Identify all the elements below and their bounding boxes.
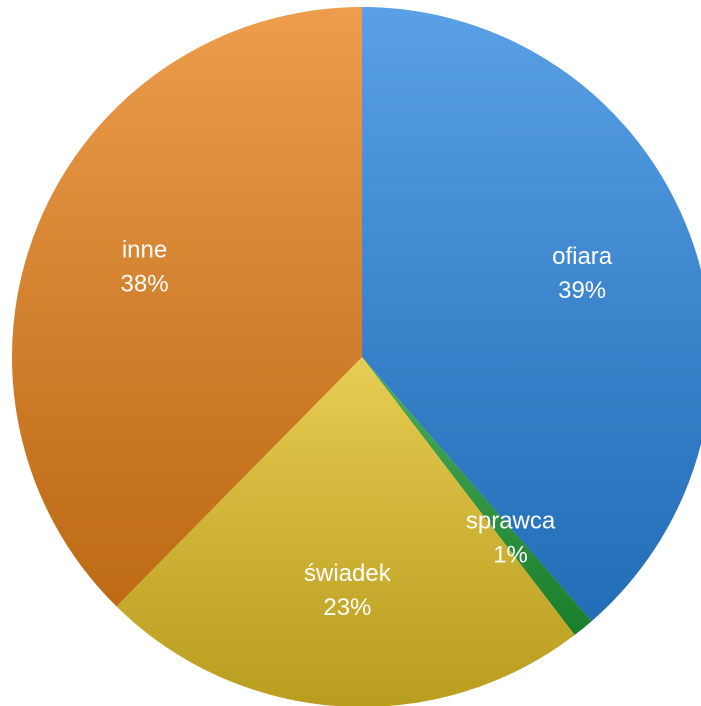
slice-value-label: 39% bbox=[558, 277, 606, 304]
slice-label: ofiara bbox=[552, 243, 613, 270]
slice-shade bbox=[116, 357, 575, 706]
slice-shade bbox=[362, 357, 592, 635]
slice-label: inne bbox=[122, 236, 167, 263]
slice bbox=[362, 357, 592, 635]
slice-shade bbox=[362, 7, 701, 622]
slice bbox=[116, 357, 575, 706]
slice bbox=[12, 7, 362, 607]
slice-value-label: 23% bbox=[323, 594, 371, 621]
slice-shade bbox=[12, 7, 362, 607]
slice-value-label: 38% bbox=[121, 270, 169, 297]
slice bbox=[362, 7, 701, 622]
slice-label: świadek bbox=[304, 560, 392, 587]
slice-value-label: 1% bbox=[493, 541, 528, 568]
slice-label: sprawca bbox=[466, 507, 556, 534]
